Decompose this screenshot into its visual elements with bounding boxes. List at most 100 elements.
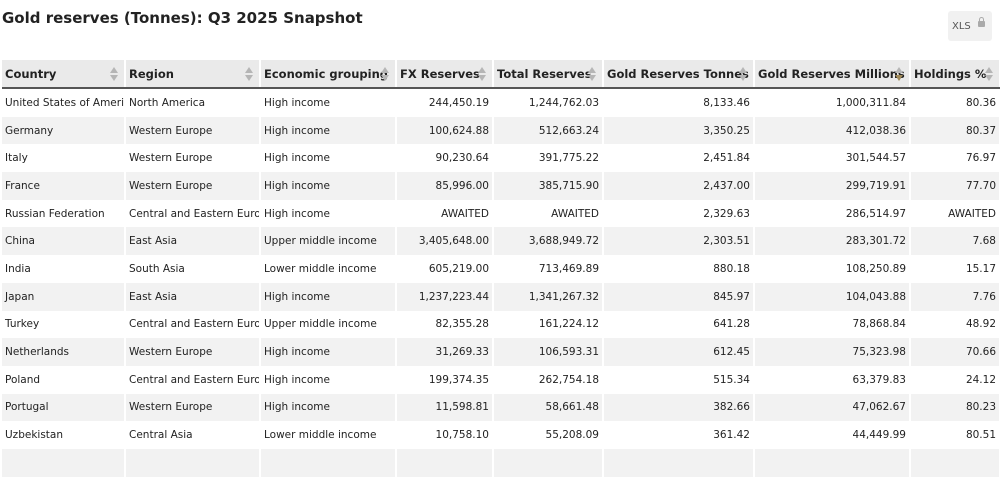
table-cell: United States of America — [2, 88, 126, 117]
table-cell: 75,323.98 — [754, 338, 911, 366]
column-header[interactable]: Economic grouping — [260, 60, 397, 89]
table-cell: High income — [260, 365, 397, 394]
table-cell: 286,514.97 — [754, 199, 911, 228]
page: Gold reserves snapshot html, body { marg… — [2, 9, 1000, 477]
table-cell-empty — [396, 448, 494, 477]
column-header-label: FX Reserves — [400, 66, 480, 81]
table-cell: 80.37 — [910, 116, 1000, 145]
table-cell: 106,593.31 — [493, 338, 604, 366]
table-cell: 80.51 — [910, 421, 1000, 449]
table-cell: 77.70 — [910, 172, 1000, 200]
table-cell: Japan — [2, 282, 126, 311]
table-cell: 7.68 — [910, 227, 1000, 256]
export-xls-button[interactable]: XLS — [948, 11, 992, 41]
table-cell: 512,663.24 — [493, 116, 604, 145]
table-cell: Upper middle income — [260, 227, 397, 256]
table-row: Netherlands Western Europe High income 31,2… — [2, 338, 1000, 366]
table-cell: 104,043.88 — [754, 282, 911, 311]
table-row-partial — [2, 448, 1000, 477]
table-cell: High income — [260, 199, 397, 228]
table-cell: AWAITED — [396, 199, 494, 228]
sort-icon — [110, 67, 118, 81]
table-cell: 1,244,762.03 — [493, 88, 604, 117]
table-cell-empty — [260, 448, 397, 477]
table-cell: 63,379.83 — [754, 365, 911, 394]
table-cell: 713,469.89 — [493, 255, 604, 283]
table-cell: 1,341,267.32 — [493, 282, 604, 311]
table-cell: 385,715.90 — [493, 172, 604, 200]
table-cell: 3,350.25 — [603, 116, 755, 145]
table-cell: 283,301.72 — [754, 227, 911, 256]
table-cell: 2,329.63 — [603, 199, 755, 228]
table-cell: 78,868.84 — [754, 310, 911, 339]
table-cell: Western Europe — [125, 338, 261, 366]
table-cell: Western Europe — [125, 172, 261, 200]
table-body: United States of America North America Hig… — [2, 88, 1000, 477]
column-header[interactable]: Country — [2, 60, 126, 89]
table-cell: 612.45 — [603, 338, 755, 366]
table-row: Russian Federation Central and Eastern Eu… — [2, 199, 1000, 228]
table-cell: 2,451.84 — [603, 144, 755, 173]
table-row: Portugal Western Europe High income 11,598.… — [2, 393, 1000, 422]
table-row: France Western Europe High income 85,996.00… — [2, 172, 1000, 200]
table-cell: 11,598.81 — [396, 393, 494, 422]
table-cell: 80.23 — [910, 393, 1000, 422]
table-cell-empty — [910, 448, 1000, 477]
table-cell: 1,237,223.44 — [396, 282, 494, 311]
table-cell: Western Europe — [125, 393, 261, 422]
table-cell: 24.12 — [910, 365, 1000, 394]
table-cell: 391,775.22 — [493, 144, 604, 173]
table-cell: 82,355.28 — [396, 310, 494, 339]
table-cell: Western Europe — [125, 144, 261, 173]
table-cell: 412,038.36 — [754, 116, 911, 145]
column-header[interactable]: Gold Reserves Millions — [754, 60, 911, 89]
table-cell: AWAITED — [493, 199, 604, 228]
table-cell: 15.17 — [910, 255, 1000, 283]
sort-icon — [588, 67, 596, 81]
table-cell: Turkey — [2, 310, 126, 339]
table-cell: 48.92 — [910, 310, 1000, 339]
table-cell: 76.97 — [910, 144, 1000, 173]
table-cell: 244,450.19 — [396, 88, 494, 117]
table-cell: East Asia — [125, 282, 261, 311]
table-cell: Central and Eastern Europe — [125, 199, 261, 228]
table-cell: Russian Federation — [2, 199, 126, 228]
table-cell: Uzbekistan — [2, 421, 126, 449]
table-row: China East Asia Upper middle income 3,405,6… — [2, 227, 1000, 256]
table-cell: 100,624.88 — [396, 116, 494, 145]
table-cell-empty — [603, 448, 755, 477]
table-row: Turkey Central and Eastern Europe Upper mi… — [2, 310, 1000, 339]
table-cell: 880.18 — [603, 255, 755, 283]
table-cell: 161,224.12 — [493, 310, 604, 339]
column-header[interactable]: Holdings % — [910, 60, 1000, 89]
table-cell: 58,661.48 — [493, 393, 604, 422]
sort-icon — [478, 67, 486, 81]
table-row: Uzbekistan Central Asia Lower middle incom… — [2, 421, 1000, 449]
table-cell: 44,449.99 — [754, 421, 911, 449]
table-row: India South Asia Lower middle income 605,21… — [2, 255, 1000, 283]
table-cell: Upper middle income — [260, 310, 397, 339]
column-header-label: Gold Reserves Tonnes — [607, 66, 749, 81]
table-cell: High income — [260, 116, 397, 145]
export-xls-label: XLS — [952, 20, 971, 32]
table-cell: 382.66 — [603, 393, 755, 422]
column-header-label: Gold Reserves Millions — [758, 66, 905, 81]
table-cell: 2,303.51 — [603, 227, 755, 256]
table-cell: 199,374.35 — [396, 365, 494, 394]
column-header[interactable]: Total Reserves — [493, 60, 604, 89]
table-row: Poland Central and Eastern Europe High inc… — [2, 365, 1000, 394]
table-cell: Poland — [2, 365, 126, 394]
table-cell: 2,437.00 — [603, 172, 755, 200]
table-cell: 31,269.33 — [396, 338, 494, 366]
column-header[interactable]: FX Reserves — [396, 60, 494, 89]
table-cell: 90,230.64 — [396, 144, 494, 173]
table-cell: 70.66 — [910, 338, 1000, 366]
table-cell: High income — [260, 144, 397, 173]
page-title: Gold reserves (Tonnes): Q3 2025 Snapshot — [2, 9, 363, 27]
column-header[interactable]: Region — [125, 60, 261, 89]
table-cell: 262,754.18 — [493, 365, 604, 394]
table-cell: South Asia — [125, 255, 261, 283]
table-cell: 10,758.10 — [396, 421, 494, 449]
table-cell: High income — [260, 172, 397, 200]
column-header[interactable]: Gold Reserves Tonnes — [603, 60, 755, 89]
